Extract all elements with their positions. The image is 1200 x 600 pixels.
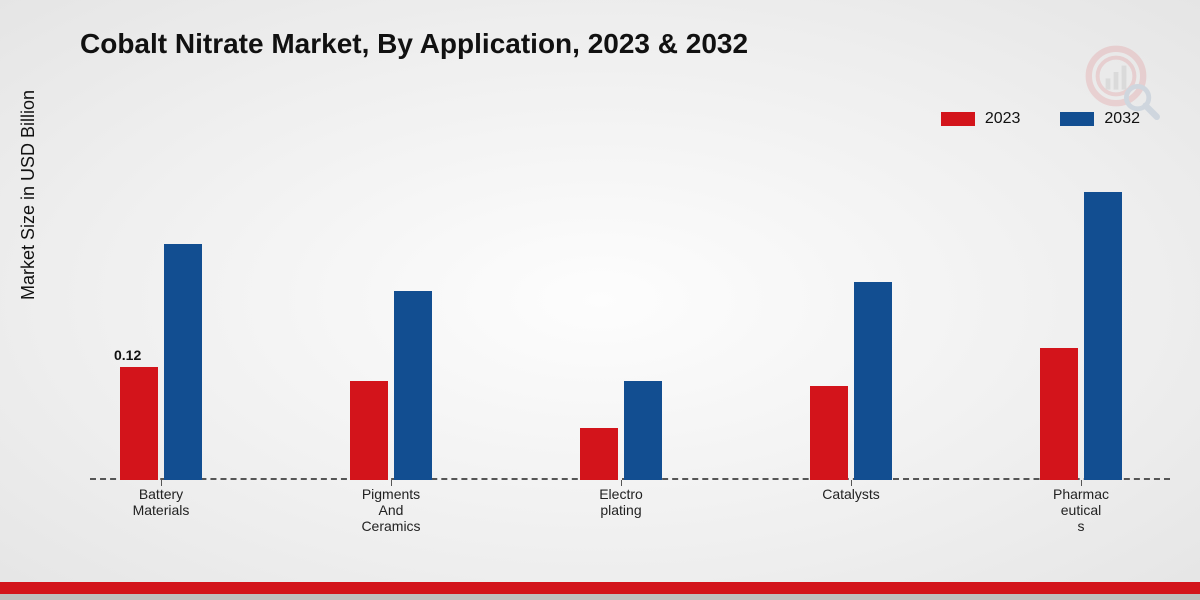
xlabel-pharma: Pharmac eutical s — [1021, 486, 1141, 534]
x-axis-labels: Battery Materials Pigments And Ceramics … — [90, 486, 1170, 546]
xlabel-battery: Battery Materials — [101, 486, 221, 518]
legend-item-2032: 2032 — [1060, 110, 1140, 128]
xlabel-electro: Electro plating — [561, 486, 681, 518]
legend: 2023 2032 — [941, 110, 1140, 128]
bar-pharma-2023 — [1040, 348, 1078, 480]
bar-pigments-2032 — [394, 291, 432, 480]
legend-swatch-2023 — [941, 112, 975, 126]
watermark-logo — [1080, 40, 1160, 120]
bar-electro-2032 — [624, 381, 662, 480]
bar-pharma-2032 — [1084, 192, 1122, 480]
xlabel-catalysts: Catalysts — [791, 486, 911, 502]
chart-area: 0.12 — [90, 150, 1170, 480]
bar-label-battery-2023: 0.12 — [114, 347, 141, 363]
page: Cobalt Nitrate Market, By Application, 2… — [0, 0, 1200, 600]
legend-label-2032: 2032 — [1104, 110, 1140, 128]
footer-accent-red — [0, 582, 1200, 594]
legend-swatch-2032 — [1060, 112, 1094, 126]
bar-battery-2023 — [120, 367, 158, 480]
footer-accent-grey — [0, 594, 1200, 600]
bar-pigments-2023 — [350, 381, 388, 480]
bar-battery-2032 — [164, 244, 202, 480]
bar-catalysts-2032 — [854, 282, 892, 480]
chart-title: Cobalt Nitrate Market, By Application, 2… — [80, 28, 748, 60]
legend-label-2023: 2023 — [985, 110, 1021, 128]
bar-catalysts-2023 — [810, 386, 848, 480]
xlabel-pigments: Pigments And Ceramics — [331, 486, 451, 534]
y-axis-label: Market Size in USD Billion — [18, 90, 39, 300]
bar-electro-2023 — [580, 428, 618, 480]
legend-item-2023: 2023 — [941, 110, 1021, 128]
